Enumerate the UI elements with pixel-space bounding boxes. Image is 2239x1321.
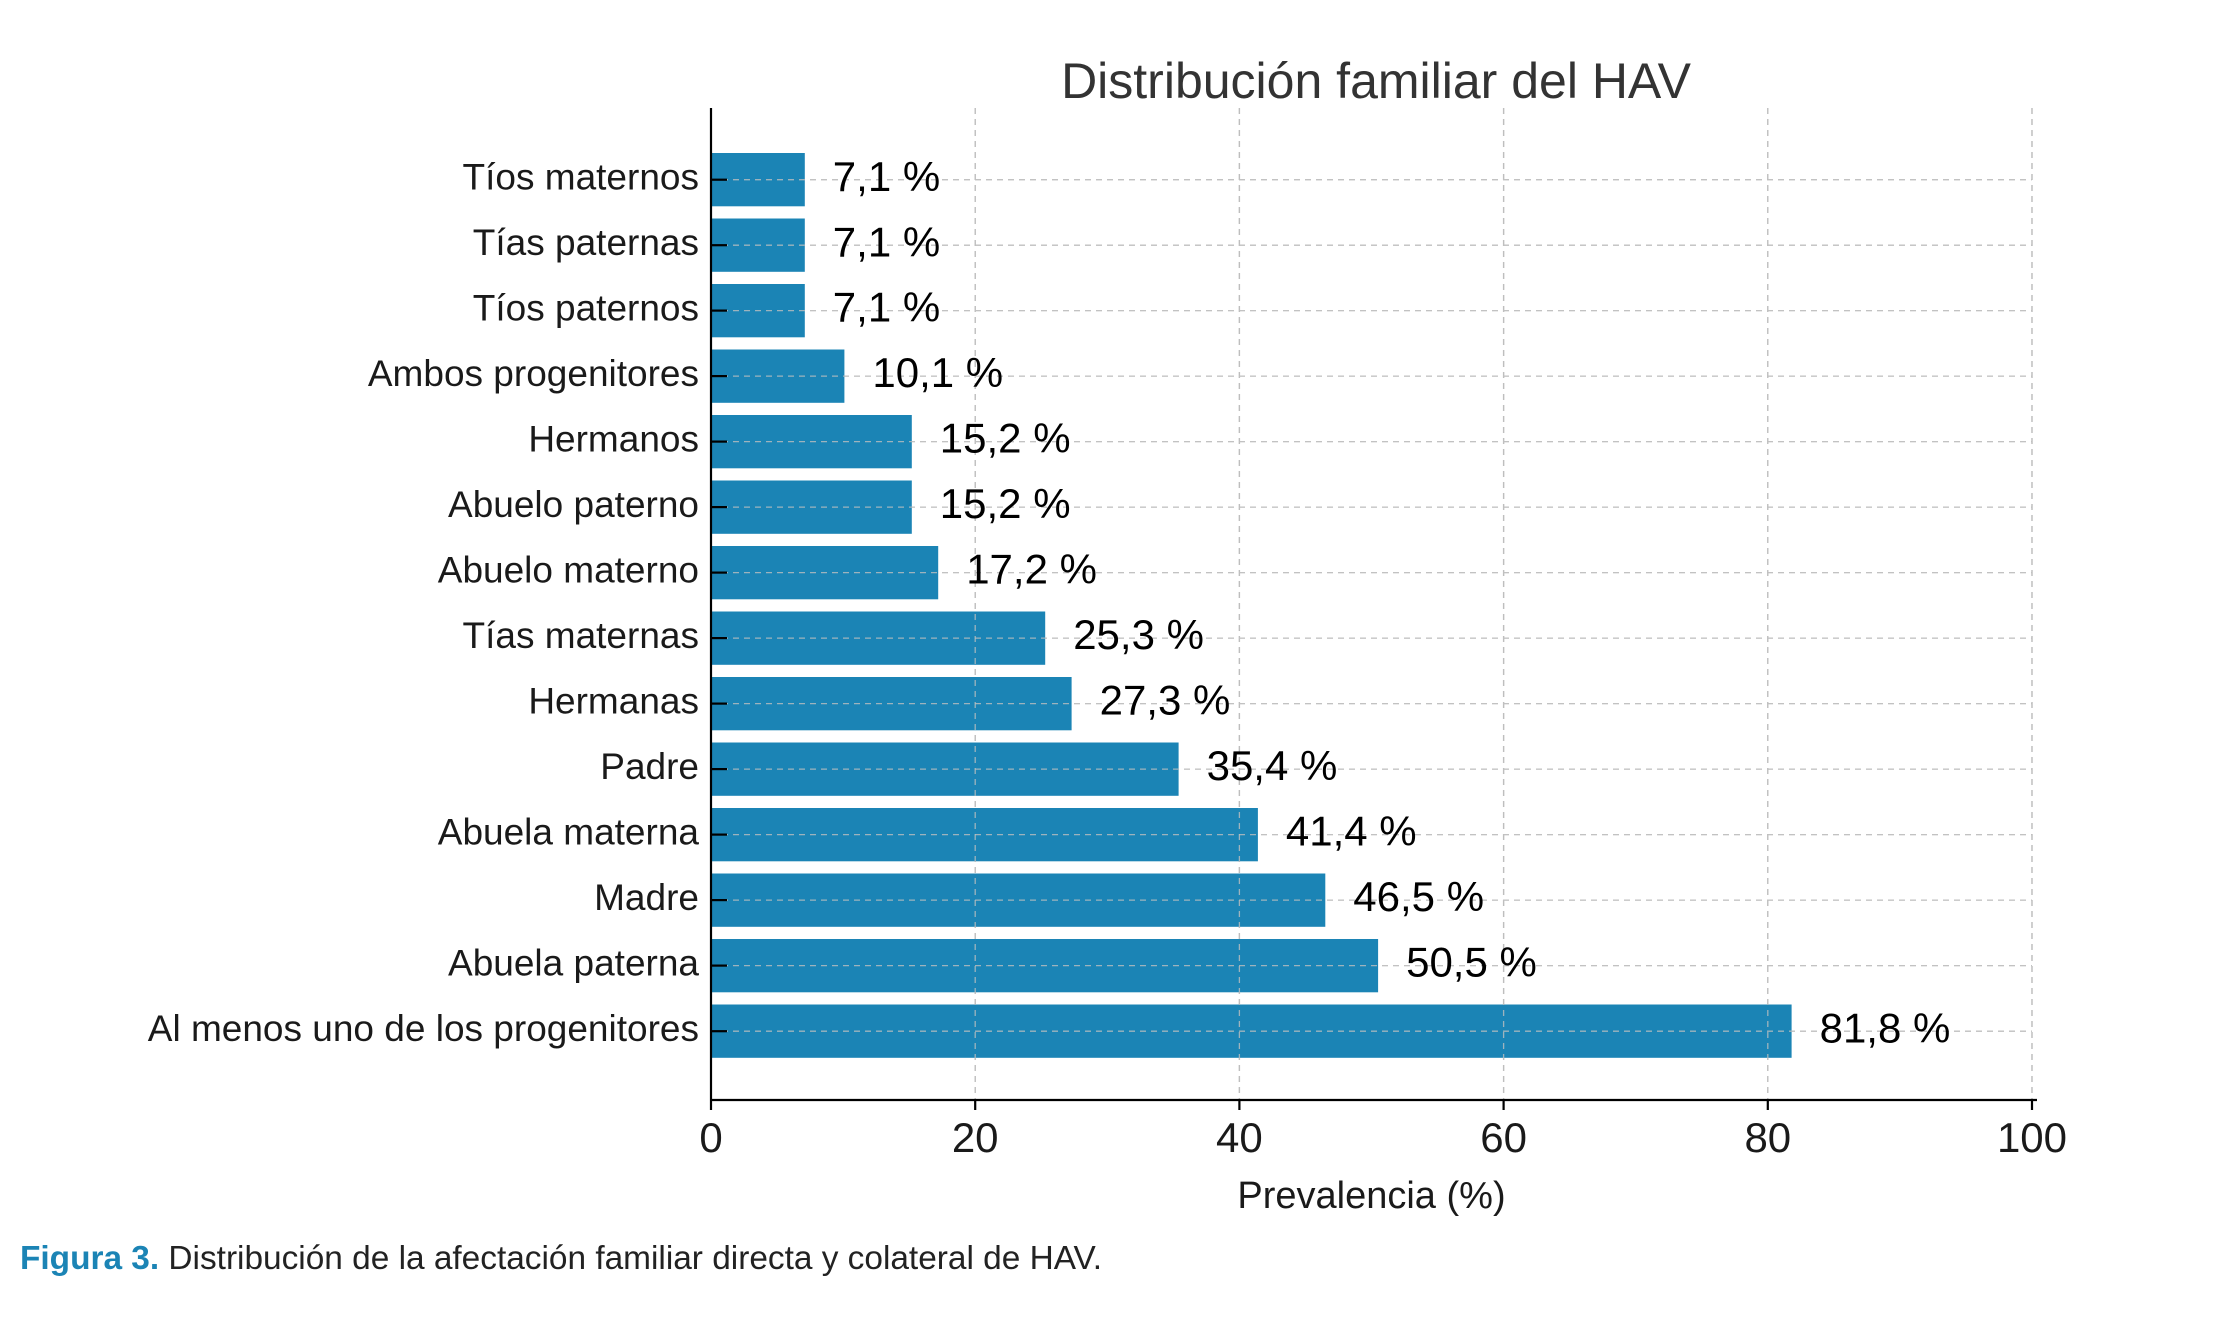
svg-text:27,3 %: 27,3 % <box>1100 677 1231 724</box>
svg-text:80: 80 <box>1744 1114 1791 1161</box>
svg-text:Madre: Madre <box>594 877 699 918</box>
svg-text:46,5 %: 46,5 % <box>1353 873 1484 920</box>
svg-text:Hermanos: Hermanos <box>528 418 699 459</box>
svg-text:20: 20 <box>952 1114 999 1161</box>
svg-text:Prevalencia (%): Prevalencia (%) <box>1237 1175 1505 1217</box>
svg-text:Al menos uno de los progenitor: Al menos uno de los progenitores <box>148 1008 699 1049</box>
svg-text:17,2 %: 17,2 % <box>966 546 1097 593</box>
svg-text:60: 60 <box>1480 1114 1527 1161</box>
svg-text:Ambos progenitores: Ambos progenitores <box>368 353 699 394</box>
svg-text:Tíos paternos: Tíos paternos <box>473 287 699 328</box>
svg-text:Abuelo materno: Abuelo materno <box>438 549 699 590</box>
svg-text:100: 100 <box>1997 1114 2067 1161</box>
svg-text:50,5 %: 50,5 % <box>1406 939 1537 986</box>
svg-text:Padre: Padre <box>600 746 699 787</box>
svg-text:Tías paternas: Tías paternas <box>473 222 699 263</box>
svg-text:15,2 %: 15,2 % <box>940 480 1071 527</box>
svg-text:Hermanas: Hermanas <box>528 680 699 721</box>
svg-text:Abuela materna: Abuela materna <box>438 811 700 852</box>
svg-text:7,1 %: 7,1 % <box>833 284 940 331</box>
svg-text:Distribución familiar del HAV: Distribución familiar del HAV <box>1061 53 1691 109</box>
svg-text:15,2 %: 15,2 % <box>940 415 1071 462</box>
svg-text:35,4 %: 35,4 % <box>1207 742 1338 789</box>
svg-text:25,3 %: 25,3 % <box>1073 611 1204 658</box>
svg-text:7,1 %: 7,1 % <box>833 153 940 200</box>
svg-text:Abuela paterna: Abuela paterna <box>448 942 699 983</box>
svg-text:Tías maternas: Tías maternas <box>463 615 699 656</box>
svg-text:7,1 %: 7,1 % <box>833 218 940 265</box>
svg-text:81,8 %: 81,8 % <box>1820 1004 1951 1051</box>
svg-text:0: 0 <box>699 1114 722 1161</box>
svg-text:Tíos maternos: Tíos maternos <box>463 156 699 197</box>
svg-text:Abuelo paterno: Abuelo paterno <box>448 484 699 525</box>
svg-text:10,1 %: 10,1 % <box>872 349 1003 396</box>
svg-text:40: 40 <box>1216 1114 1263 1161</box>
svg-text:41,4 %: 41,4 % <box>1286 808 1417 855</box>
